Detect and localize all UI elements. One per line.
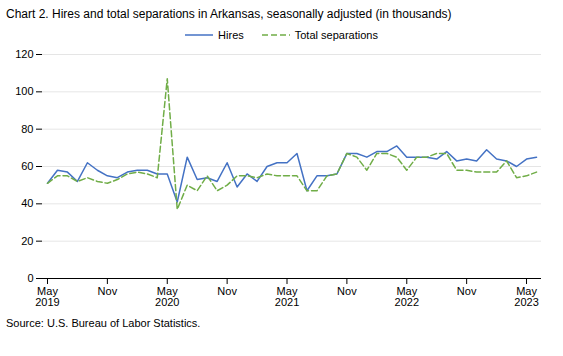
svg-text:20: 20	[21, 235, 33, 247]
svg-text:Nov: Nov	[217, 285, 237, 297]
svg-text:Nov: Nov	[98, 285, 118, 297]
svg-text:80: 80	[21, 123, 33, 135]
svg-text:40: 40	[21, 197, 33, 209]
svg-text:60: 60	[21, 160, 33, 172]
html-text:Source: U.S. Bureau of Labor S: Source: U.S. Bureau of Labor Statistics.	[6, 317, 201, 329]
svg-text:May2021: May2021	[275, 285, 299, 308]
html-text:Hires: Hires	[218, 29, 244, 41]
svg-text:May2023: May2023	[514, 285, 538, 308]
html-text:Chart 2. Hires and total separ: Chart 2. Hires and total separations in …	[6, 7, 452, 21]
svg-text:0: 0	[27, 272, 33, 284]
svg-text:May2020: May2020	[155, 285, 179, 308]
svg-text:May2022: May2022	[395, 285, 419, 308]
svg-text:May2019: May2019	[35, 285, 59, 308]
svg-text:100: 100	[15, 85, 33, 97]
svg-text:Nov: Nov	[457, 285, 477, 297]
html-text:Total separations: Total separations	[294, 29, 378, 41]
svg-text:Nov: Nov	[337, 285, 357, 297]
svg-text:120: 120	[15, 48, 33, 60]
